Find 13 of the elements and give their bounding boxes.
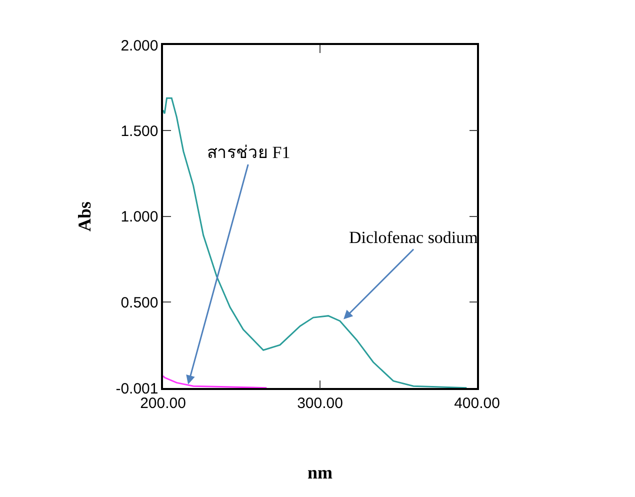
y-tick-label: 1.000 xyxy=(120,208,158,226)
y-tick-label: 2.000 xyxy=(120,37,158,54)
x-tick-label: 400.00 xyxy=(454,394,500,412)
x-axis-title: nm xyxy=(307,462,333,482)
annotation: Diclofenac sodium xyxy=(349,228,478,247)
x-tick-label: 300.00 xyxy=(297,394,343,412)
y-tick-label: 1.500 xyxy=(120,122,158,140)
x-tick-label: 200.00 xyxy=(140,394,186,412)
line-series xyxy=(163,375,268,388)
y-tick-label: 0.500 xyxy=(120,294,158,312)
y-tick-label: -0.001 xyxy=(116,380,158,398)
annotation: สารช่วย F1 xyxy=(207,143,290,162)
y-axis-title: Abs xyxy=(74,201,94,232)
